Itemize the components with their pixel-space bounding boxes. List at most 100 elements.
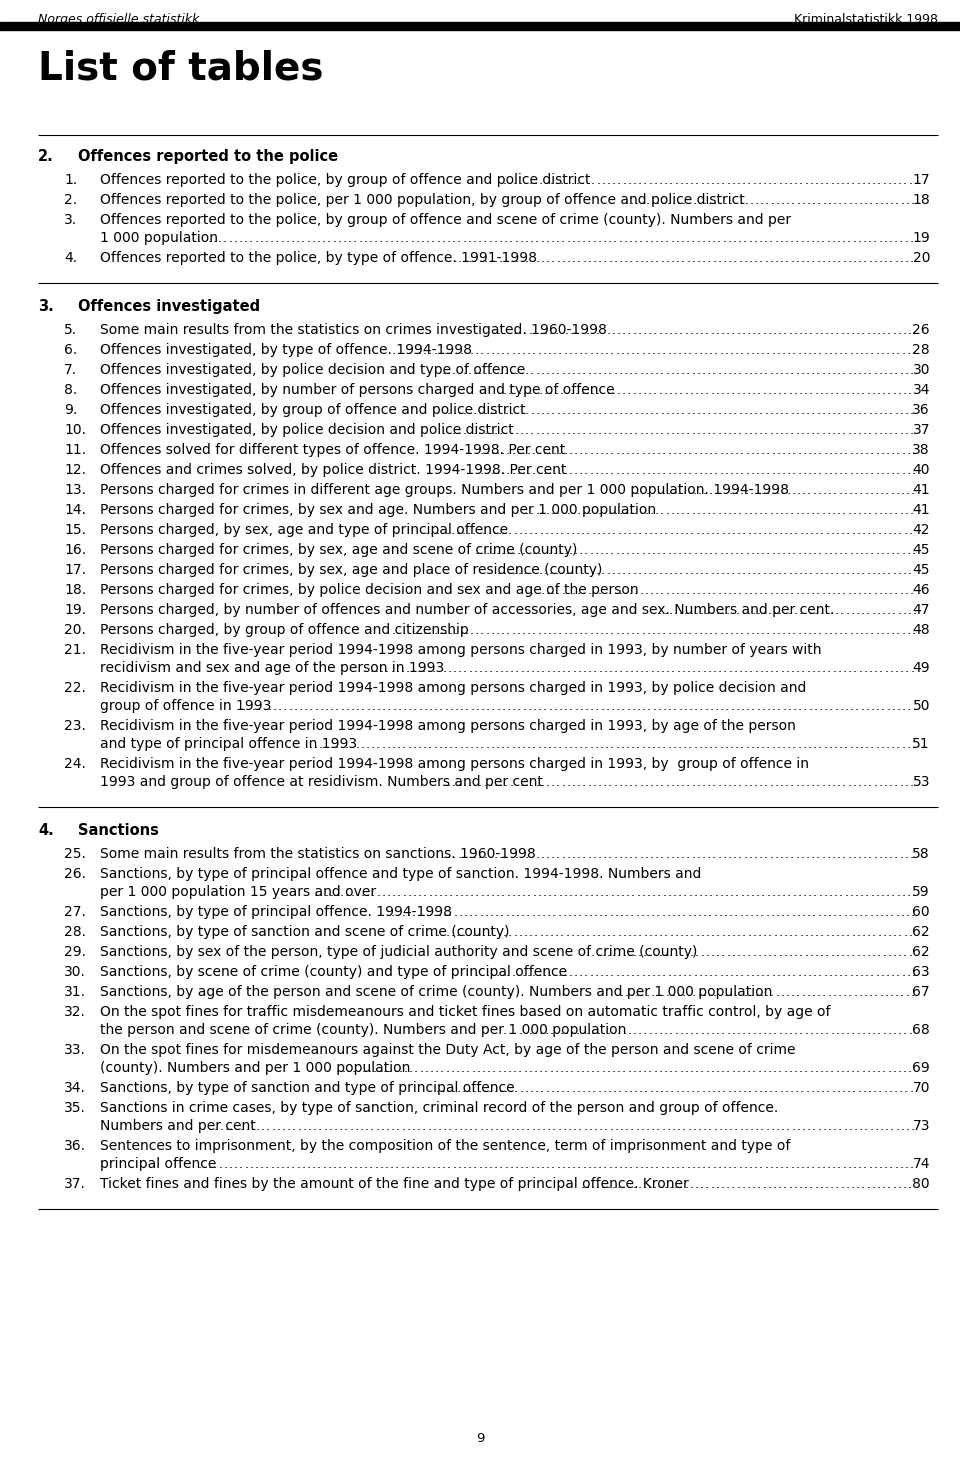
Text: .: . [330, 700, 334, 713]
Text: .: . [788, 564, 792, 577]
Text: .: . [868, 365, 872, 377]
Text: .: . [861, 564, 865, 577]
Text: .: . [759, 986, 763, 999]
Text: .: . [726, 1178, 730, 1191]
Text: .: . [534, 1062, 538, 1075]
Text: .: . [575, 384, 579, 397]
Text: .: . [693, 444, 697, 457]
Text: .: . [850, 965, 853, 979]
Text: .: . [564, 344, 567, 357]
Text: .: . [761, 700, 765, 713]
Text: .: . [444, 700, 448, 713]
Text: .: . [846, 324, 850, 337]
Text: .: . [695, 1062, 699, 1075]
Text: .: . [820, 324, 824, 337]
Text: 5.: 5. [64, 322, 77, 337]
Text: .: . [650, 423, 654, 437]
Text: .: . [494, 1121, 499, 1132]
Text: .: . [685, 1083, 689, 1096]
Text: 21.: 21. [64, 643, 86, 656]
Text: .: . [765, 1121, 769, 1132]
Text: .: . [742, 1024, 746, 1037]
Text: .: . [427, 905, 431, 919]
Text: .: . [661, 905, 665, 919]
Text: .: . [615, 444, 619, 457]
Text: .: . [865, 965, 869, 979]
Text: .: . [716, 174, 720, 188]
Text: .: . [655, 252, 660, 265]
Text: .: . [446, 848, 451, 861]
Text: .: . [529, 174, 533, 188]
Text: .: . [775, 986, 780, 999]
Text: .: . [540, 1159, 544, 1171]
Text: .: . [842, 404, 847, 418]
Text: .: . [858, 662, 862, 675]
Text: .: . [872, 324, 876, 337]
Text: .: . [775, 585, 779, 598]
Text: .: . [882, 1024, 886, 1037]
Text: .: . [567, 662, 571, 675]
Text: .: . [581, 1062, 585, 1075]
Text: .: . [453, 1121, 457, 1132]
Text: .: . [893, 174, 897, 188]
Text: .: . [783, 174, 787, 188]
Text: .: . [799, 174, 804, 188]
Text: 37.: 37. [64, 1176, 85, 1191]
Text: .: . [696, 231, 701, 245]
Text: .: . [906, 444, 911, 457]
Text: .: . [806, 193, 811, 207]
Text: .: . [288, 700, 293, 713]
Text: .: . [844, 624, 848, 637]
Text: .: . [842, 365, 846, 377]
Text: .: . [881, 604, 886, 617]
Text: .: . [433, 624, 438, 637]
Text: .: . [441, 926, 444, 939]
Text: .: . [725, 738, 729, 752]
Text: .: . [623, 231, 628, 245]
Text: .: . [532, 624, 536, 637]
Text: .: . [653, 324, 658, 337]
Text: .: . [721, 524, 726, 538]
Text: .: . [787, 738, 791, 752]
Text: .: . [492, 1062, 496, 1075]
Text: .: . [681, 404, 685, 418]
Text: .: . [909, 423, 914, 437]
Text: .: . [848, 986, 852, 999]
Text: .: . [833, 1121, 837, 1132]
Text: 29.: 29. [64, 945, 86, 960]
Text: .: . [780, 423, 783, 437]
Text: .: . [425, 524, 429, 538]
Text: .: . [876, 886, 879, 900]
Text: .: . [725, 965, 729, 979]
Text: .: . [900, 252, 903, 265]
Text: .: . [827, 776, 830, 790]
Text: .: . [780, 404, 784, 418]
Text: .: . [762, 1024, 767, 1037]
Text: .: . [849, 483, 852, 497]
Text: .: . [493, 1159, 498, 1171]
Text: .: . [620, 624, 625, 637]
Text: .: . [730, 444, 733, 457]
Text: .: . [497, 524, 502, 538]
Text: .: . [743, 231, 747, 245]
Text: .: . [892, 604, 896, 617]
Text: .: . [504, 423, 508, 437]
Text: .: . [876, 700, 880, 713]
Text: .: . [724, 905, 728, 919]
Text: .: . [306, 1159, 311, 1171]
Text: .: . [374, 1159, 378, 1171]
Text: .: . [294, 700, 298, 713]
Text: .: . [898, 604, 901, 617]
Text: .: . [513, 1062, 517, 1075]
Text: .: . [358, 231, 362, 245]
Text: .: . [390, 662, 395, 675]
Text: .: . [870, 464, 875, 478]
Text: .: . [874, 365, 877, 377]
Text: .: . [764, 585, 768, 598]
Text: .: . [803, 965, 806, 979]
Text: .: . [809, 926, 814, 939]
Text: .: . [827, 252, 830, 265]
Text: .: . [769, 504, 774, 517]
Text: .: . [772, 886, 776, 900]
Text: .: . [795, 365, 800, 377]
